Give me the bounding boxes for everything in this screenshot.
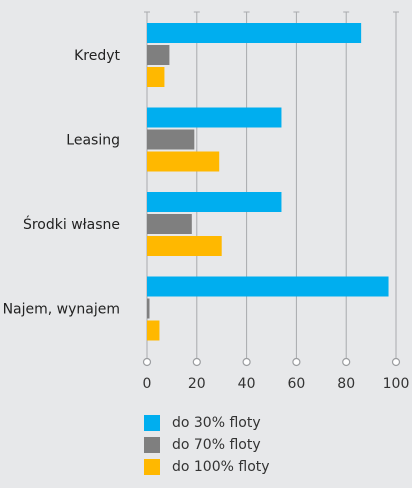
legend-swatch-series-3 [144,459,160,475]
category-label: Środki własne [23,215,120,233]
bar [147,298,150,319]
x-tick-label: 20 [188,376,206,392]
bar [147,236,222,256]
legend-item-series-1: do 30% floty [144,412,270,434]
bar [147,192,282,212]
legend-label-series-1: do 30% floty [172,415,261,431]
legend-item-series-2: do 70% floty [144,434,270,456]
legend-item-series-3: do 100% floty [144,456,270,478]
tick-marker [391,357,401,367]
tick-marker [342,357,351,367]
bar-chart: 0 20 40 60 80 100 Kredyt Leasing Środki własne Na… [3,11,410,392]
tick-marker [192,357,201,367]
x-tick-label: 100 [383,376,410,392]
x-tick-label: 0 [143,376,152,392]
x-tick-label: 40 [238,376,256,392]
tick-marker [142,357,152,367]
tick-marker [242,357,251,367]
category-label: Kredyt [74,48,120,64]
bar [147,276,389,297]
bar [147,45,170,65]
legend: do 30% floty do 70% floty do 100% floty [144,412,270,478]
legend-swatch-series-1 [144,415,160,431]
bar [147,67,165,87]
category-label: Najem, wynajem [3,302,120,318]
tick-marker [292,357,301,367]
bar [147,129,195,150]
bar [147,320,160,341]
bar [147,23,362,43]
x-tick-label: 80 [337,376,355,392]
bar [147,107,282,128]
legend-label-series-3: do 100% floty [172,459,270,475]
bar [147,214,192,234]
bar [147,151,220,172]
x-tick-label: 60 [287,376,305,392]
legend-label-series-2: do 70% floty [172,437,261,453]
category-label: Leasing [66,133,120,149]
legend-swatch-series-2 [144,437,160,453]
